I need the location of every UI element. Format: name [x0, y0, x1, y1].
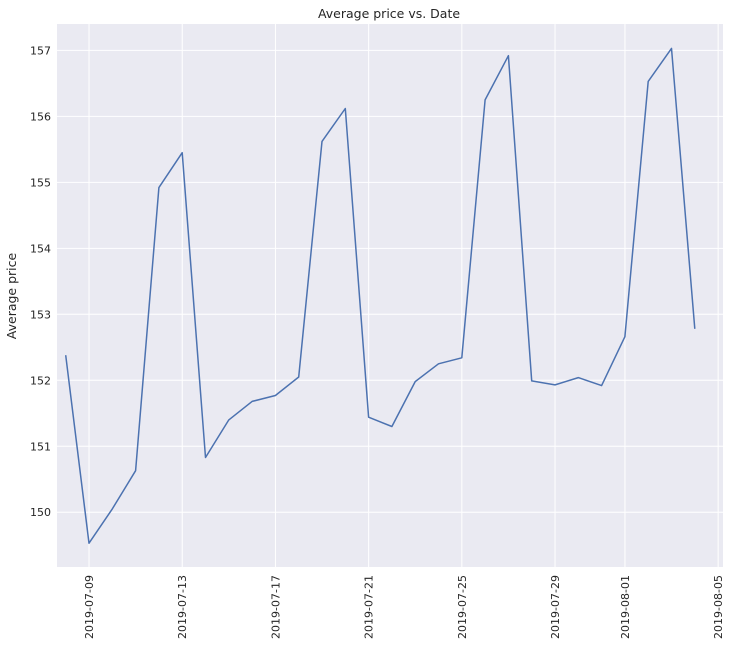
y-axis-label: Average price — [4, 252, 19, 339]
series-line — [64, 47, 696, 544]
y-tick-label: 156 — [30, 110, 51, 123]
x-tick-label: 2019-07-09 — [83, 575, 96, 639]
x-tick-label: 2019-07-21 — [363, 575, 376, 639]
y-tick-label: 155 — [30, 176, 51, 189]
x-tick-label: 2019-07-17 — [269, 575, 282, 639]
y-tick-label: 153 — [30, 308, 51, 321]
x-axis: 2019-07-09 2019-07-13 2019-07-17 2019-07-21… — [83, 575, 725, 639]
x-tick-label: 2019-07-25 — [456, 575, 469, 639]
y-tick-label: 150 — [30, 506, 51, 519]
chart-title: Average price vs. Date — [318, 6, 460, 21]
x-tick-label: 2019-07-13 — [176, 575, 189, 639]
x-tick-label: 2019-08-01 — [619, 575, 632, 639]
x-tick-label: 2019-08-05 — [712, 575, 725, 639]
y-tick-label: 157 — [30, 44, 51, 57]
y-tick-label: 154 — [30, 242, 51, 255]
y-axis: 150 151 152 153 154 155 156 157 — [30, 44, 51, 519]
x-tick-label: 2019-07-29 — [549, 575, 562, 639]
series-layer — [64, 47, 696, 544]
grid — [57, 24, 723, 567]
y-tick-label: 152 — [30, 374, 51, 387]
y-tick-label: 151 — [30, 440, 51, 453]
plot-area — [57, 24, 723, 567]
